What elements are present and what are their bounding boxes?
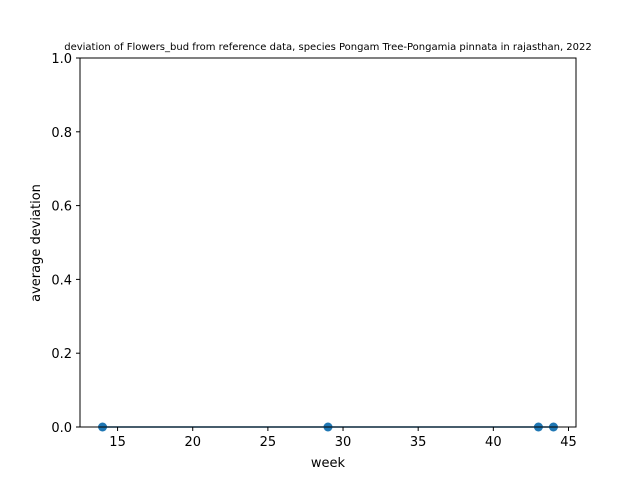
chart-title: deviation of Flowers_bud from reference … — [64, 42, 592, 53]
x-axis: 15 20 25 30 35 40 45 — [109, 427, 577, 450]
axes-frame — [79, 57, 577, 428]
y-tick-label: 0.2 — [51, 347, 72, 362]
y-axis: 0.0 0.2 0.4 0.6 0.8 1.0 — [51, 52, 80, 436]
y-tick-label: 0.0 — [51, 421, 72, 436]
y-tick-label: 0.4 — [51, 273, 72, 288]
x-tick-label: 20 — [184, 435, 201, 450]
x-tick-label: 25 — [260, 435, 277, 450]
x-tick-label: 15 — [109, 435, 126, 450]
x-tick-label: 45 — [560, 435, 577, 450]
y-axis-label: average deviation — [29, 184, 44, 302]
x-axis-label: week — [311, 456, 346, 471]
x-tick-label: 30 — [335, 435, 352, 450]
y-tick-label: 0.8 — [51, 126, 72, 141]
x-tick-label: 35 — [410, 435, 427, 450]
y-tick-label: 1.0 — [51, 52, 72, 67]
y-tick-label: 0.6 — [51, 200, 72, 215]
x-tick-label: 40 — [485, 435, 502, 450]
